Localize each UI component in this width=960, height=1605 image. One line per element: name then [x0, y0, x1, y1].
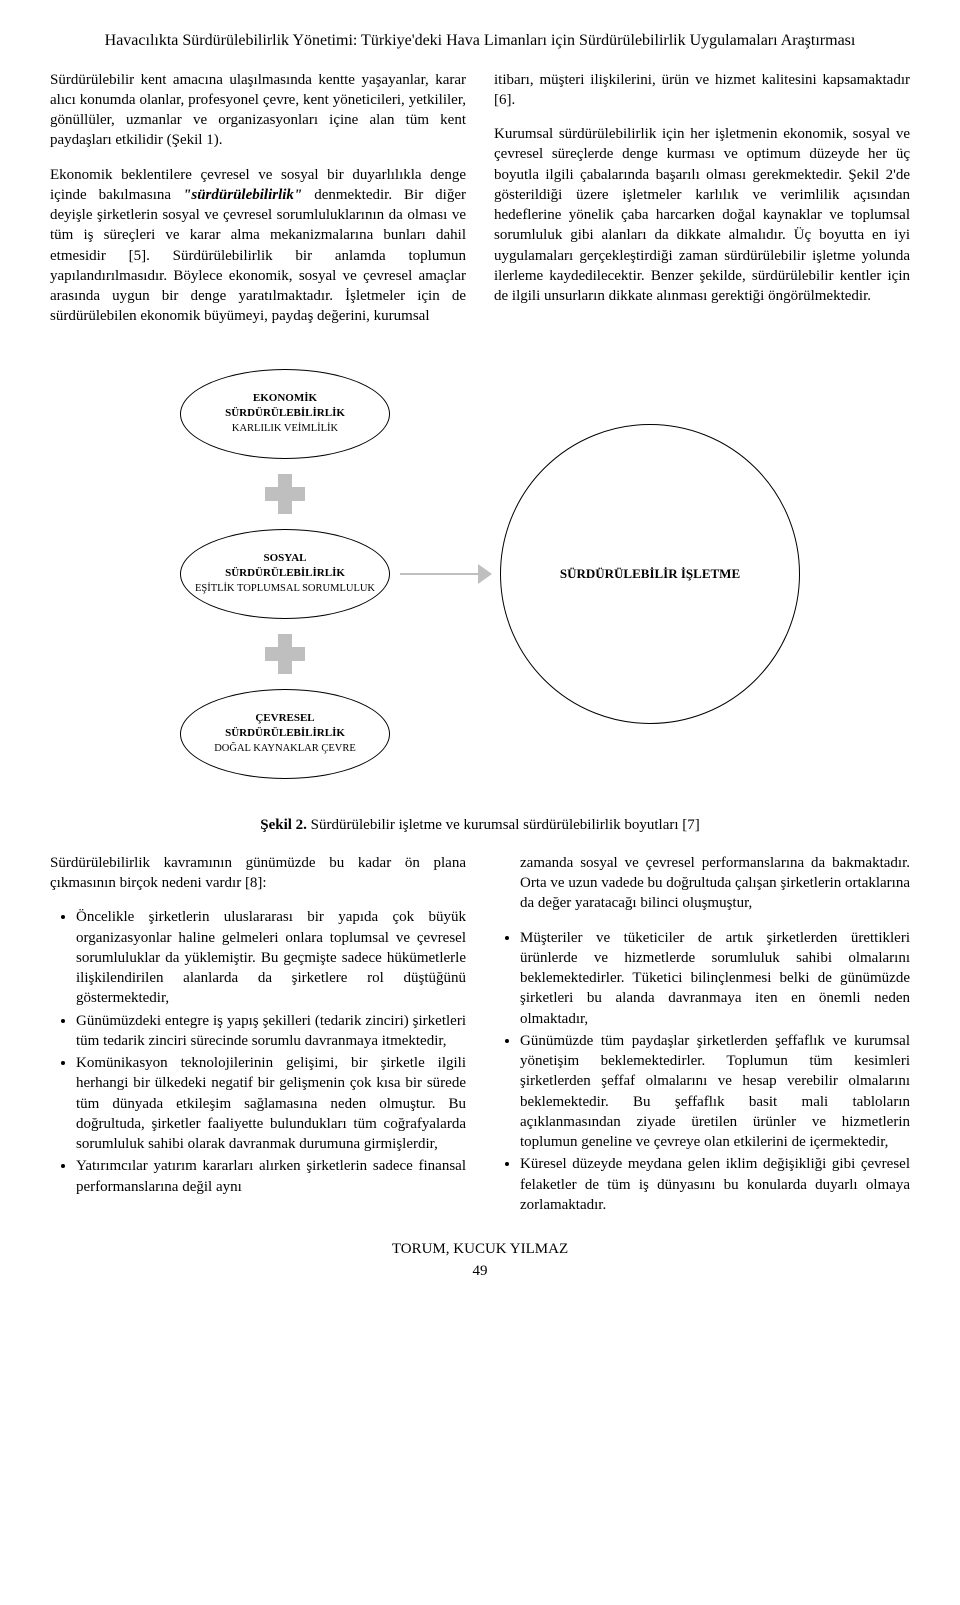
upper-col-left: Sürdürülebilir kent amacına ulaşılmasınd…: [50, 70, 466, 341]
para-r2: Kurumsal sürdürülebilirlik için her işle…: [494, 124, 910, 306]
lower-col-left: Sürdürülebilirlik kavramının günümüzde b…: [50, 853, 466, 1217]
footer-authors: TORUM, KUCUK YILMAZ: [50, 1239, 910, 1259]
e1-line2: SÜRDÜRÜLEBİLİRLİK: [225, 406, 345, 420]
figure-2: EKONOMİK SÜRDÜRÜLEBİLİRLİK KARLILIK VEİM…: [150, 369, 810, 799]
para-r1: itibarı, müşteri ilişkilerini, ürün ve h…: [494, 70, 910, 111]
upper-col-right: itibarı, müşteri ilişkilerini, ürün ve h…: [494, 70, 910, 341]
list-item: Müşteriler ve tüketiciler de artık şirke…: [520, 928, 910, 1029]
page-footer: TORUM, KUCUK YILMAZ 49: [50, 1239, 910, 1282]
page-number: 49: [50, 1261, 910, 1281]
plus-icon-2: [265, 634, 305, 674]
ellipse-sosyal: SOSYAL SÜRDÜRÜLEBİLİRLİK EŞİTLİK TOPLUMS…: [180, 529, 390, 619]
para-l2: Ekonomik beklentilere çevresel ve sosyal…: [50, 165, 466, 327]
list-item: Günümüzdeki entegre iş yapış şekilleri (…: [76, 1011, 466, 1052]
e3-line2: SÜRDÜRÜLEBİLİRLİK: [225, 726, 345, 740]
plus-icon-1: [265, 474, 305, 514]
right-lead: zamanda sosyal ve çevresel performanslar…: [494, 853, 910, 914]
list-item: Küresel düzeyde meydana gelen iklim deği…: [520, 1154, 910, 1215]
list-item: Komünikasyon teknolojilerinin gelişimi, …: [76, 1053, 466, 1154]
term-surdurulebilirlik: "sürdürülebilirlik": [183, 187, 302, 203]
ellipse-ekonomik: EKONOMİK SÜRDÜRÜLEBİLİRLİK KARLILIK VEİM…: [180, 369, 390, 459]
para-l1: Sürdürülebilir kent amacına ulaşılmasınd…: [50, 70, 466, 151]
caption-text: Sürdürülebilir işletme ve kurumsal sürdü…: [307, 817, 700, 833]
right-bullet-list: Müşteriler ve tüketiciler de artık şirke…: [494, 928, 910, 1216]
ellipse-isletme: SÜRDÜRÜLEBİLİR İŞLETME: [500, 424, 800, 724]
e2-sub: EŞİTLİK TOPLUMSAL SORUMLULUK: [195, 582, 375, 596]
e2-line2: SÜRDÜRÜLEBİLİRLİK: [225, 566, 345, 580]
bottom-intro: Sürdürülebilirlik kavramının günümüzde b…: [50, 853, 466, 894]
e2-line1: SOSYAL: [263, 551, 306, 565]
lower-columns: Sürdürülebilirlik kavramının günümüzde b…: [50, 853, 910, 1217]
figure-2-wrap: EKONOMİK SÜRDÜRÜLEBİLİRLİK KARLILIK VEİM…: [50, 369, 910, 799]
e3-line1: ÇEVRESEL: [255, 711, 314, 725]
list-item: Günümüzde tüm paydaşlar şirketlerden şef…: [520, 1031, 910, 1153]
figure-2-caption: Şekil 2. Sürdürülebilir işletme ve kurum…: [50, 815, 910, 835]
big-label: SÜRDÜRÜLEBİLİR İŞLETME: [560, 565, 740, 583]
ellipse-cevresel: ÇEVRESEL SÜRDÜRÜLEBİLİRLİK DOĞAL KAYNAKL…: [180, 689, 390, 779]
list-item: Öncelikle şirketlerin uluslararası bir y…: [76, 907, 466, 1008]
left-bullet-list: Öncelikle şirketlerin uluslararası bir y…: [50, 907, 466, 1197]
page-title: Havacılıkta Sürdürülebilirlik Yönetimi: …: [50, 30, 910, 52]
list-item: Yatırımcılar yatırım kararları alırken ş…: [76, 1156, 466, 1197]
e3-sub: DOĞAL KAYNAKLAR ÇEVRE: [214, 742, 356, 756]
arrow-right-icon: [400, 573, 480, 575]
lower-col-right: zamanda sosyal ve çevresel performanslar…: [494, 853, 910, 1217]
caption-label: Şekil 2.: [260, 817, 307, 833]
e1-line1: EKONOMİK: [253, 391, 317, 405]
upper-columns: Sürdürülebilir kent amacına ulaşılmasınd…: [50, 70, 910, 341]
e1-sub: KARLILIK VEİMLİLİK: [232, 422, 338, 436]
para-l2c: denmektedir. Bir diğer deyişle şirketler…: [50, 187, 466, 325]
